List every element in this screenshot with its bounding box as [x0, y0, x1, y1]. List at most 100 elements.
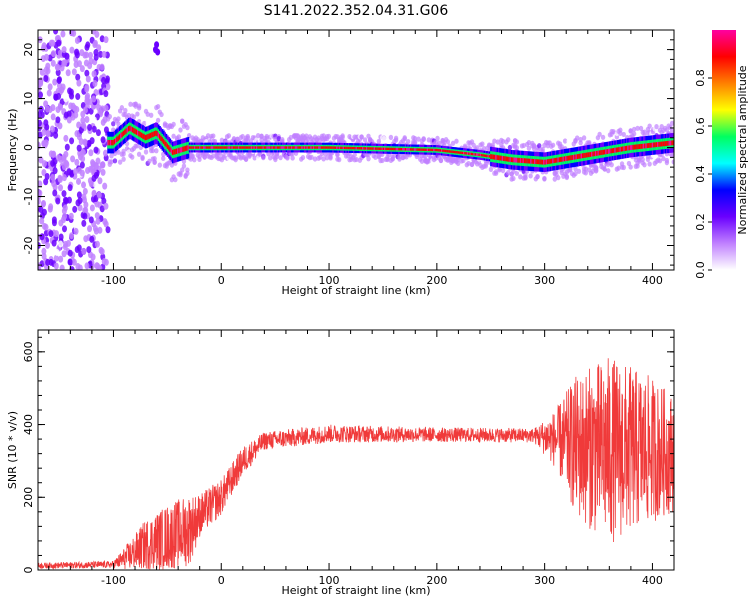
heatmap-cell — [580, 153, 583, 159]
heatmap-cell — [99, 35, 105, 43]
heatmap-cell — [611, 148, 614, 154]
heatmap-cell — [532, 158, 535, 164]
heatmap-cell — [438, 149, 441, 152]
heatmap-cell — [50, 113, 56, 121]
heatmap-cell — [91, 174, 97, 182]
heatmap-cell — [456, 151, 459, 154]
heatmap-cell — [335, 152, 340, 158]
heatmap-cell — [624, 146, 627, 151]
heatmap-cell — [213, 146, 216, 149]
heatmap-cell — [102, 182, 108, 190]
heatmap-x-ticks: -100 0 100 200 300 400 — [48, 30, 675, 287]
heatmap-cell — [347, 146, 350, 150]
heatmap-cell — [151, 132, 154, 138]
heatmap-cell — [75, 93, 81, 101]
heatmap-cell — [152, 131, 155, 138]
heatmap-cell — [61, 174, 67, 182]
heatmap-cell — [102, 149, 108, 157]
heatmap-cell — [450, 140, 456, 146]
heatmap-cell — [506, 156, 509, 162]
heatmap-cell — [208, 146, 210, 149]
heatmap-cell — [426, 148, 429, 152]
heatmap-cell — [425, 148, 428, 151]
heatmap-cell — [41, 169, 47, 177]
heatmap-cell — [528, 158, 531, 164]
heatmap-cell — [60, 30, 66, 38]
heatmap-cell — [41, 160, 47, 168]
heatmap-cell — [91, 70, 97, 78]
heatmap-cell — [124, 141, 130, 147]
heatmap-cell — [79, 169, 85, 177]
heatmap-cell — [112, 139, 115, 146]
heatmap-cell — [68, 102, 74, 110]
heatmap-cell — [671, 140, 674, 146]
heatmap-cell — [41, 252, 47, 260]
heatmap-cell — [82, 138, 88, 146]
heatmap-cell — [82, 207, 88, 215]
heatmap-cell — [649, 142, 652, 148]
heatmap-cell — [615, 147, 618, 153]
heatmap-cell — [549, 158, 552, 164]
heatmap-cell — [145, 120, 150, 126]
heatmap-cell — [191, 146, 194, 149]
heatmap-cell — [373, 154, 378, 160]
heatmap-cell — [552, 158, 555, 164]
heatmap-cell — [558, 157, 561, 163]
heatmap-cell — [406, 148, 408, 151]
heatmap-y-axis-label: Frequency (Hz) — [6, 109, 19, 192]
heatmap-cell — [416, 136, 421, 142]
heatmap-cell — [664, 157, 670, 164]
heatmap-cell — [234, 146, 236, 149]
heatmap-cell — [103, 36, 109, 44]
heatmap-cell — [325, 146, 328, 149]
heatmap-cell — [567, 155, 570, 161]
heatmap-cell — [457, 151, 460, 154]
heatmap-cell — [101, 257, 107, 265]
heatmap-cell — [43, 100, 49, 108]
heatmap-cell — [654, 124, 659, 130]
heatmap-cell — [38, 105, 44, 113]
heatmap-cell — [78, 138, 84, 146]
heatmap-y-ticks: -20 -10 0 10 20 — [22, 29, 674, 266]
heatmap-cell — [87, 225, 93, 233]
heatmap-cell — [93, 227, 99, 235]
heatmap-cell — [271, 146, 274, 149]
heatmap-cell — [243, 156, 249, 163]
heatmap-cell — [671, 159, 674, 165]
heatmap-cell — [642, 162, 647, 168]
heatmap-cell — [583, 166, 589, 172]
heatmap-cell — [621, 164, 626, 171]
heatmap-cell — [371, 147, 373, 150]
heatmap-cell — [548, 159, 551, 164]
heatmap-cell — [376, 147, 379, 150]
heatmap-cell — [38, 111, 43, 119]
heatmap-cell — [662, 141, 665, 147]
heatmap-cell — [185, 167, 190, 173]
heatmap-cell — [537, 143, 542, 149]
heatmap-cell — [262, 146, 265, 149]
heatmap-cell — [53, 254, 59, 262]
heatmap-cell — [562, 156, 565, 162]
heatmap-cell — [657, 142, 659, 147]
heatmap-cell — [640, 143, 643, 149]
heatmap-cell — [109, 139, 112, 146]
heatmap-cell — [239, 146, 242, 149]
heatmap-cell — [420, 148, 423, 151]
heatmap-cell — [61, 190, 67, 198]
heatmap-cell — [388, 134, 394, 140]
heatmap-cell — [78, 153, 84, 161]
heatmap-cell — [531, 146, 537, 152]
heatmap-cell — [91, 125, 97, 133]
heatmap-cell — [253, 146, 256, 149]
heatmap-cell — [48, 150, 54, 158]
heatmap-cell — [441, 149, 443, 152]
heatmap-cell — [334, 146, 337, 149]
heatmap-cell — [368, 147, 371, 150]
heatmap-cell — [614, 147, 617, 153]
heatmap-cell — [306, 146, 309, 149]
heatmap-cell — [561, 156, 564, 162]
heatmap-cell — [43, 66, 49, 74]
heatmap-cell — [157, 162, 163, 168]
heatmap-cell — [92, 39, 98, 47]
heatmap-cell — [484, 154, 487, 158]
